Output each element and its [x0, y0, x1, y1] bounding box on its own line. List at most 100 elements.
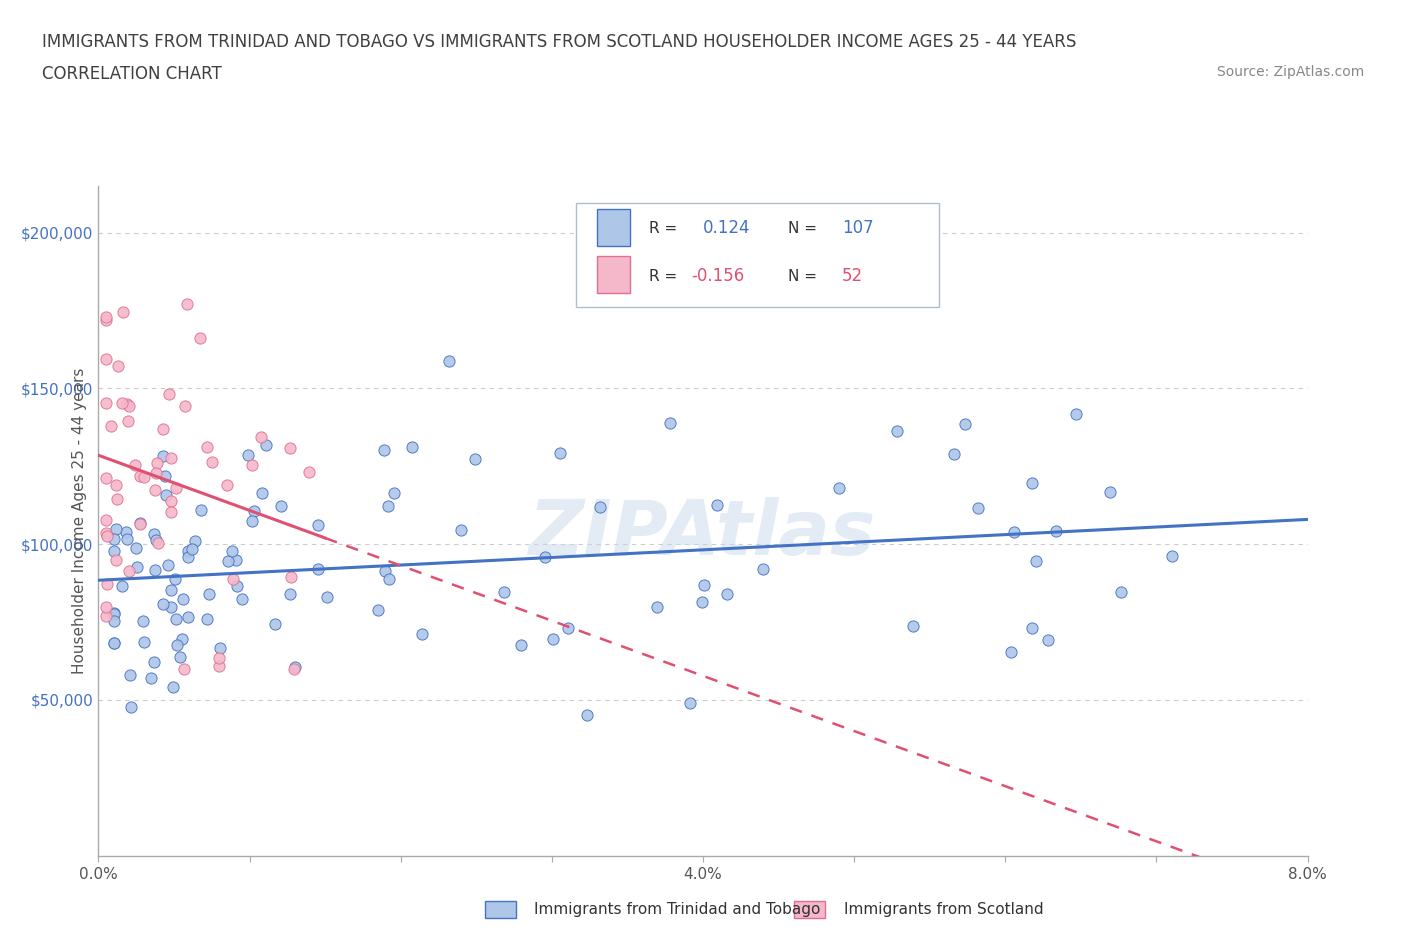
Point: [143, 483, 166, 498]
Point: [152, 422, 174, 437]
Point: [1045, 524, 1067, 538]
Point: [450, 523, 472, 538]
Text: N =: N =: [787, 220, 817, 235]
Point: [103, 605, 125, 620]
Point: [94, 525, 117, 540]
Point: [1161, 549, 1184, 564]
Point: [172, 631, 194, 646]
Point: [159, 505, 181, 520]
FancyBboxPatch shape: [596, 257, 630, 293]
Point: [225, 552, 247, 567]
Point: [240, 458, 263, 472]
Point: [222, 572, 245, 587]
Point: [658, 416, 681, 431]
Point: [103, 543, 125, 558]
Point: [679, 696, 702, 711]
Text: R =: R =: [648, 220, 676, 235]
Point: [111, 578, 134, 593]
Point: [195, 612, 218, 627]
Point: [240, 513, 263, 528]
Point: [153, 469, 176, 484]
Point: [94, 309, 117, 324]
Text: 52: 52: [842, 268, 863, 286]
Point: [377, 498, 399, 513]
Point: [162, 680, 184, 695]
Point: [716, 587, 738, 602]
Text: N =: N =: [787, 269, 817, 284]
Point: [129, 516, 152, 531]
Point: [367, 603, 389, 618]
Point: [589, 499, 612, 514]
Point: [693, 578, 716, 592]
Point: [132, 614, 155, 629]
Point: [1064, 406, 1087, 421]
FancyBboxPatch shape: [485, 901, 516, 918]
Point: [195, 440, 218, 455]
Point: [94, 512, 117, 527]
Point: [139, 671, 162, 685]
Point: [143, 655, 166, 670]
Point: [250, 430, 273, 445]
Text: ZIPAtlas: ZIPAtlas: [529, 498, 877, 571]
Point: [120, 699, 142, 714]
Point: [548, 445, 571, 460]
Point: [967, 500, 990, 515]
Point: [104, 552, 127, 567]
Point: [159, 450, 181, 465]
Point: [105, 491, 128, 506]
Point: [1109, 584, 1132, 599]
Point: [173, 661, 195, 676]
Point: [127, 560, 149, 575]
Point: [201, 455, 224, 470]
Point: [177, 549, 200, 564]
FancyBboxPatch shape: [576, 203, 939, 307]
Point: [1002, 525, 1025, 539]
Point: [1025, 553, 1047, 568]
Point: [173, 398, 195, 413]
Point: [541, 631, 564, 646]
Point: [278, 587, 301, 602]
Point: [208, 658, 231, 673]
Point: [307, 562, 329, 577]
Point: [112, 305, 135, 320]
Point: [264, 617, 287, 631]
Point: [111, 395, 134, 410]
Point: [159, 386, 181, 401]
Point: [374, 564, 396, 578]
Text: R =: R =: [648, 269, 676, 284]
Point: [464, 451, 486, 466]
Point: [115, 525, 138, 539]
Point: [411, 626, 433, 641]
Point: [283, 661, 305, 676]
Point: [190, 503, 212, 518]
Point: [94, 352, 117, 366]
Point: [128, 515, 150, 530]
Point: [307, 517, 329, 532]
Point: [143, 563, 166, 578]
Point: [163, 571, 186, 586]
Point: [132, 470, 155, 485]
Point: [117, 564, 139, 578]
Point: [155, 487, 177, 502]
Point: [165, 611, 187, 626]
Point: [117, 413, 139, 428]
Point: [645, 599, 668, 614]
Point: [401, 440, 423, 455]
Point: [1036, 632, 1059, 647]
Point: [250, 485, 273, 500]
Point: [177, 609, 200, 624]
Point: [94, 395, 117, 410]
Point: [103, 613, 125, 628]
Point: [146, 535, 169, 550]
Point: [690, 594, 713, 609]
Point: [159, 494, 181, 509]
Point: [953, 417, 976, 432]
Point: [160, 582, 183, 597]
Point: [576, 708, 599, 723]
Point: [160, 599, 183, 614]
Point: [152, 448, 174, 463]
Point: [115, 396, 138, 411]
Point: [278, 441, 301, 456]
Point: [145, 466, 167, 481]
Point: [152, 596, 174, 611]
